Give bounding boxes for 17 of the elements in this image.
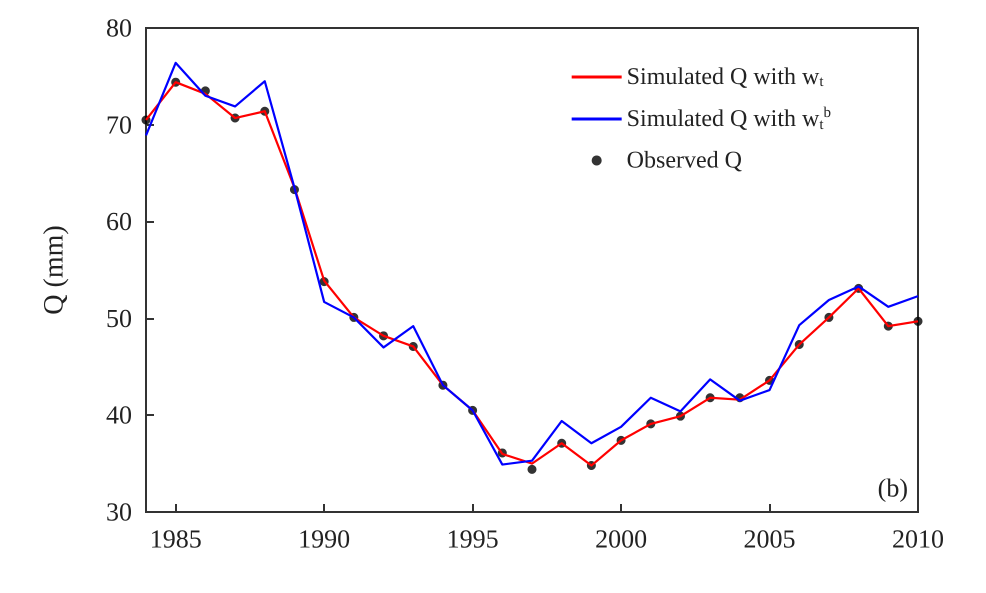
legend-label: Observed Q bbox=[626, 148, 742, 174]
y-axis-title: Q (mm) bbox=[38, 225, 70, 315]
legend-label: Simulated Q with wt bbox=[626, 64, 824, 90]
y-tick-label: 80 bbox=[106, 14, 132, 42]
y-tick-label: 30 bbox=[106, 498, 132, 526]
x-tick-label: 1990 bbox=[298, 524, 350, 554]
annotation: (b) bbox=[878, 474, 908, 502]
y-tick-label: 50 bbox=[106, 304, 132, 333]
point bbox=[528, 464, 536, 474]
x-tick-label: 1985 bbox=[150, 524, 202, 554]
x-tick-label: 2005 bbox=[744, 524, 796, 554]
x-tick-label: 2000 bbox=[595, 524, 648, 554]
y-tick-label: 40 bbox=[106, 400, 132, 430]
x-tick-label: 1995 bbox=[446, 524, 499, 554]
y-tick-label: 60 bbox=[106, 207, 132, 236]
x-tick-label: 2010 bbox=[892, 524, 944, 554]
y-tick-label: 70 bbox=[106, 110, 132, 140]
